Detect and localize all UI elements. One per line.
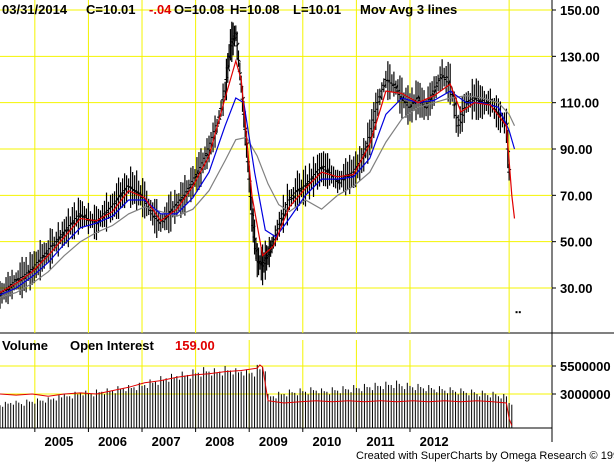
y-tick-label: 150.00 bbox=[560, 3, 600, 18]
header-close: C=10.01 bbox=[86, 2, 136, 17]
y-tick-label: 50.00 bbox=[560, 235, 593, 250]
open-interest-value: 159.00 bbox=[175, 338, 215, 353]
header-date: 03/31/2014 bbox=[2, 2, 68, 17]
y-tick-label: 110.00 bbox=[560, 96, 599, 111]
price-bar-close bbox=[238, 59, 241, 62]
header-indicator: Mov Avg 3 lines bbox=[360, 2, 457, 17]
price-bar-close bbox=[239, 72, 243, 75]
price-bar-close bbox=[227, 64, 231, 72]
x-tick-label: 2010 bbox=[312, 434, 341, 449]
x-tick-label: 2011 bbox=[366, 434, 394, 449]
vol-tick-label: 5500000 bbox=[560, 359, 611, 374]
x-tick-label: 2007 bbox=[152, 434, 181, 449]
x-tick-label: 2005 bbox=[44, 434, 73, 449]
y-tick-label: 70.00 bbox=[560, 188, 593, 203]
price-dot bbox=[518, 311, 521, 314]
open-interest-line bbox=[0, 364, 513, 426]
vol-tick-label: 3000000 bbox=[560, 387, 611, 402]
y-tick-label: 130.00 bbox=[560, 49, 600, 64]
y-tick-label: 90.00 bbox=[560, 142, 593, 157]
x-tick-label: 2009 bbox=[259, 434, 288, 449]
x-tick-label: 2012 bbox=[420, 434, 449, 449]
ma-slow-line bbox=[0, 95, 516, 298]
volume-label: Volume bbox=[2, 338, 48, 353]
header-high: H=10.08 bbox=[230, 2, 280, 17]
header-change: -.04 bbox=[149, 2, 172, 17]
open-interest-label: Open Interest bbox=[70, 338, 154, 353]
price-dot bbox=[515, 311, 518, 314]
chart-grid: 2005 2006 2007 2008 2009 2010 2011 2012 150.00 13… bbox=[0, 0, 614, 449]
header-low: L=10.01 bbox=[293, 2, 341, 17]
x-tick-label: 2006 bbox=[98, 434, 127, 449]
ma-fast-line bbox=[0, 58, 516, 294]
chart-marks bbox=[0, 21, 521, 428]
header-open: O=10.08 bbox=[174, 2, 224, 17]
y-tick-label: 30.00 bbox=[560, 281, 593, 296]
x-tick-label: 2008 bbox=[205, 434, 234, 449]
price-bar-close bbox=[236, 42, 240, 46]
ma-mid-line bbox=[0, 90, 516, 296]
credit-text: Created with SuperCharts by Omega Resear… bbox=[356, 450, 614, 462]
